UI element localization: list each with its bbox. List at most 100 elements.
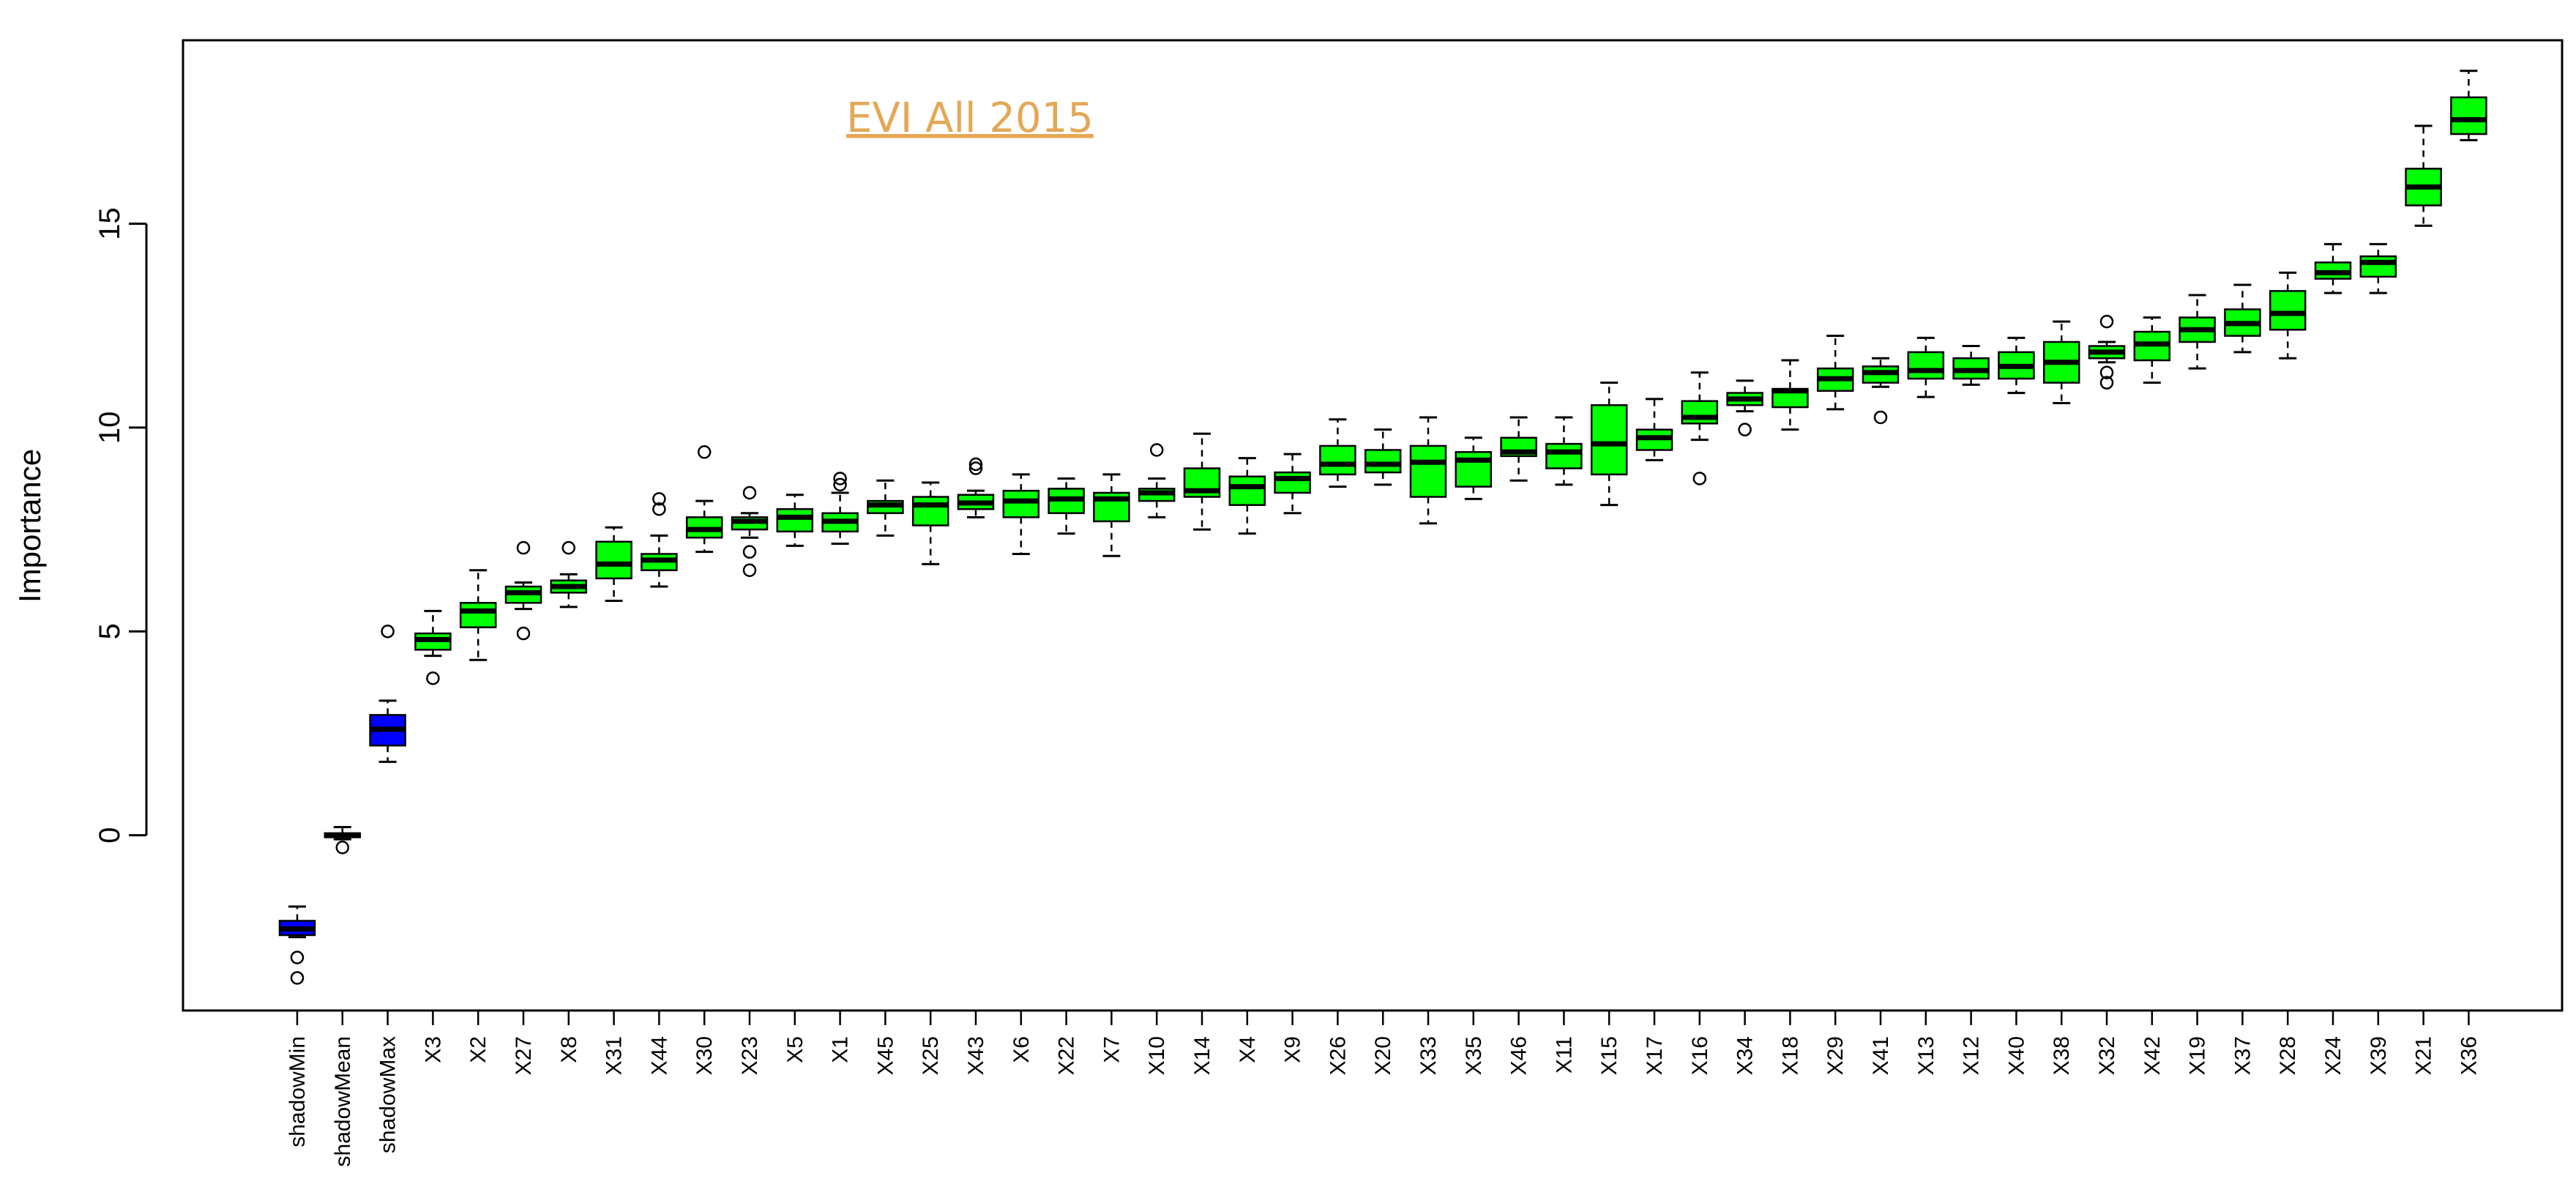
box-iqr — [1907, 351, 1945, 380]
x-tick-label: X19 — [2186, 1036, 2210, 1075]
box-X2 — [459, 569, 497, 661]
outlier-point — [968, 461, 983, 475]
outlier-point — [833, 472, 847, 485]
outlier-point — [697, 445, 712, 459]
box-X31 — [595, 526, 632, 602]
x-tick-label: X36 — [2457, 1036, 2481, 1075]
outlier-point — [381, 624, 395, 639]
box-X38 — [2042, 320, 2080, 404]
y-tick-label: 10 — [94, 412, 126, 444]
box-X5 — [776, 494, 814, 547]
box-X16 — [1681, 371, 1719, 485]
box-X23 — [731, 485, 769, 577]
box-iqr — [1319, 444, 1356, 476]
x-tick-label: X10 — [1145, 1036, 1169, 1075]
outlier-point — [742, 485, 757, 500]
x-tick-label: X2 — [466, 1036, 490, 1063]
outlier-point — [1149, 443, 1164, 457]
outlier-point — [1692, 472, 1707, 485]
outlier-point — [742, 563, 757, 577]
y-tick-label: 5 — [94, 623, 126, 639]
x-tick-label: X42 — [2140, 1036, 2165, 1075]
box-X25 — [911, 481, 949, 565]
box-X37 — [2224, 283, 2261, 354]
box-X6 — [1002, 473, 1040, 555]
box-X36 — [2450, 70, 2487, 141]
box-iqr — [1228, 475, 1266, 506]
box-iqr — [1590, 404, 1628, 476]
box-iqr — [776, 507, 814, 533]
x-tick-label: X27 — [512, 1036, 536, 1075]
box-iqr — [1274, 471, 1311, 494]
box-X14 — [1183, 432, 1221, 531]
box-shadowMax — [369, 624, 406, 763]
x-tick-label: X3 — [421, 1036, 445, 1063]
x-tick-label: X32 — [2095, 1036, 2119, 1075]
box-X11 — [1545, 416, 1583, 486]
box-X46 — [1500, 416, 1537, 482]
x-tick-label: X5 — [783, 1036, 807, 1063]
x-tick-label: X22 — [1055, 1036, 1079, 1075]
box-X8 — [550, 540, 588, 609]
outlier-point — [833, 477, 847, 492]
box-X20 — [1364, 428, 1402, 486]
box-X3 — [414, 609, 452, 685]
x-tick-label: X43 — [964, 1036, 988, 1075]
x-tick-label: X12 — [1960, 1036, 1984, 1075]
x-tick-label: X21 — [2412, 1036, 2436, 1075]
box-iqr — [1364, 449, 1402, 474]
box-X7 — [1093, 473, 1130, 557]
outlier-point — [1873, 410, 1888, 425]
box-X13 — [1907, 336, 1945, 398]
x-tick-label: X38 — [2050, 1036, 2074, 1075]
box-X21 — [2405, 124, 2442, 227]
box-X30 — [685, 445, 723, 554]
box-X34 — [1726, 379, 1763, 436]
box-iqr — [1002, 489, 1040, 518]
box-X27 — [504, 540, 542, 641]
x-tick-label: X31 — [602, 1036, 627, 1075]
y-axis-label: Importance — [12, 449, 47, 603]
x-tick-label: X20 — [1371, 1036, 1395, 1075]
x-tick-label: X16 — [1688, 1036, 1712, 1075]
boxes-layer — [278, 70, 2487, 985]
x-tick-label: X1 — [829, 1036, 853, 1063]
x-tick-label: X44 — [647, 1036, 671, 1075]
outlier-point — [2099, 376, 2114, 390]
box-X33 — [1409, 416, 1447, 525]
x-tick-label: X46 — [1507, 1036, 1531, 1075]
box-X41 — [1862, 357, 1900, 425]
x-tick-label: X9 — [1281, 1036, 1305, 1063]
box-X40 — [1998, 336, 2035, 395]
outlier-point — [426, 671, 440, 685]
x-tick-label: X41 — [1869, 1036, 1893, 1075]
outlier-point — [742, 545, 757, 559]
y-axis: 0 5 10 15 — [94, 207, 148, 844]
x-tick-label: X8 — [557, 1036, 581, 1063]
x-tick-label: X34 — [1733, 1036, 1758, 1075]
x-tick-label: X39 — [2367, 1036, 2391, 1075]
outlier-point — [1738, 423, 1752, 436]
box-X10 — [1138, 443, 1176, 518]
box-X39 — [2359, 242, 2397, 294]
box-iqr — [911, 496, 949, 526]
box-iqr — [459, 602, 497, 628]
box-X44 — [641, 492, 678, 588]
x-tick-label: X30 — [692, 1036, 717, 1075]
box-X35 — [1455, 436, 1493, 500]
box-X24 — [2314, 242, 2352, 294]
box-iqr — [2450, 96, 2487, 135]
outlier-point — [652, 492, 666, 506]
outlier-point — [290, 971, 305, 985]
box-iqr — [2359, 255, 2397, 278]
outlier-point — [2099, 314, 2114, 329]
x-tick-label: X25 — [919, 1036, 943, 1075]
box-X29 — [1816, 335, 1854, 411]
plot-frame — [182, 39, 2564, 1012]
box-X28 — [2269, 271, 2307, 360]
x-axis-labels: shadowMin shadowMean shadowMax X3 X2 X27 X8 X31… — [285, 1011, 2481, 1166]
outlier-point — [516, 626, 531, 641]
outlier-point — [335, 841, 350, 855]
outlier-point — [968, 457, 983, 472]
x-tick-label: X15 — [1597, 1036, 1621, 1075]
